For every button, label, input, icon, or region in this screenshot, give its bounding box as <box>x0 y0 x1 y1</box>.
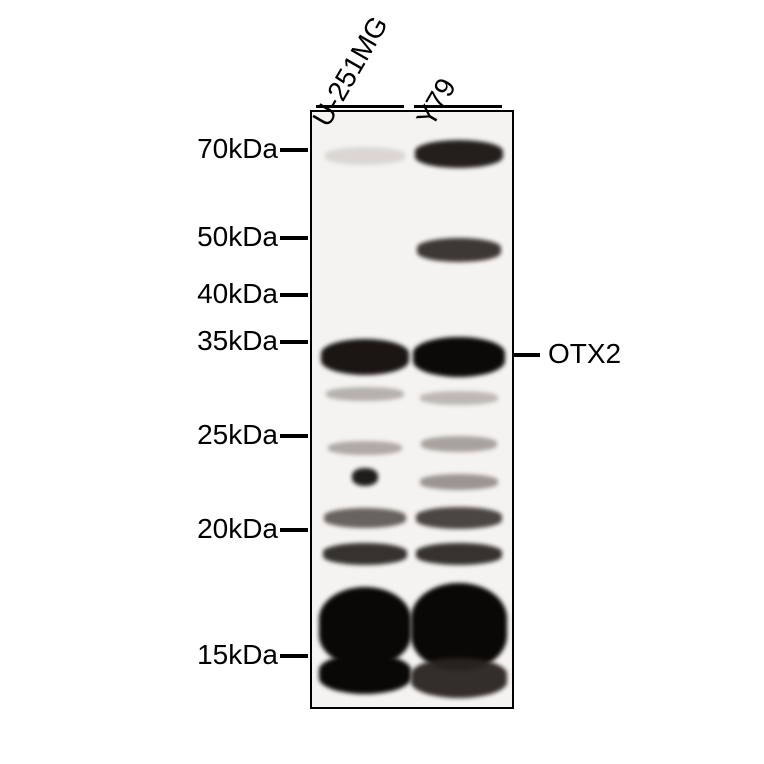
blot-container <box>310 110 514 709</box>
band <box>352 468 378 486</box>
band <box>417 238 501 262</box>
band <box>421 436 497 452</box>
target-label-tick <box>512 353 540 357</box>
band <box>411 658 507 698</box>
band <box>319 654 411 694</box>
mw-marker-text: 20kDa <box>197 513 278 544</box>
band <box>420 391 498 405</box>
mw-marker-label: 40kDa <box>138 278 278 310</box>
mw-marker-label: 25kDa <box>138 419 278 451</box>
mw-marker-tick <box>280 236 308 240</box>
band <box>323 543 407 565</box>
mw-marker-text: 25kDa <box>197 419 278 450</box>
mw-marker-label: 15kDa <box>138 639 278 671</box>
mw-marker-label: 20kDa <box>138 513 278 545</box>
band <box>328 441 402 455</box>
lane-y79 <box>414 112 504 707</box>
lane-header-underline <box>316 105 404 108</box>
mw-marker-text: 15kDa <box>197 639 278 670</box>
band <box>420 474 498 490</box>
band <box>416 507 502 529</box>
mw-marker-label: 50kDa <box>138 221 278 253</box>
mw-marker-label: 70kDa <box>138 133 278 165</box>
mw-marker-text: 40kDa <box>197 278 278 309</box>
mw-marker-tick <box>280 654 308 658</box>
mw-marker-text: 70kDa <box>197 133 278 164</box>
mw-marker-label: 35kDa <box>138 325 278 357</box>
mw-marker-tick <box>280 340 308 344</box>
mw-marker-tick <box>280 528 308 532</box>
lane-u-251mg <box>320 112 410 707</box>
mw-marker-tick <box>280 434 308 438</box>
mw-marker-tick <box>280 293 308 297</box>
target-label: OTX2 <box>548 338 621 370</box>
band <box>415 140 503 168</box>
target-label-text: OTX2 <box>548 338 621 369</box>
band <box>324 508 406 528</box>
band <box>325 147 405 165</box>
band <box>413 337 505 377</box>
lane-header-underline <box>414 105 502 108</box>
mw-marker-text: 35kDa <box>197 325 278 356</box>
mw-marker-tick <box>280 148 308 152</box>
band <box>326 387 404 401</box>
mw-marker-text: 50kDa <box>197 221 278 252</box>
band <box>321 339 409 375</box>
band <box>416 543 502 565</box>
